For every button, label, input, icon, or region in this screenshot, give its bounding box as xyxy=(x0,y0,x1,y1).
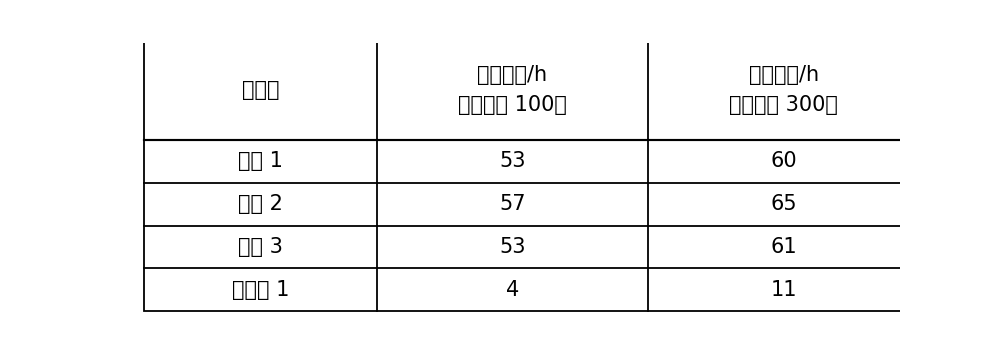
Text: 样品 1: 样品 1 xyxy=(238,151,283,171)
Text: 样品 3: 样品 3 xyxy=(238,237,283,257)
Text: 对比例 1: 对比例 1 xyxy=(232,280,289,300)
Text: 样品 2: 样品 2 xyxy=(238,194,283,214)
Text: 57: 57 xyxy=(499,194,526,214)
Text: （溴指数 300）: （溴指数 300） xyxy=(729,95,838,115)
Text: （溴指数 100）: （溴指数 100） xyxy=(458,95,567,115)
Text: 53: 53 xyxy=(499,237,526,257)
Text: 穿透时间/h: 穿透时间/h xyxy=(749,65,819,85)
Text: 穿透时间/h: 穿透时间/h xyxy=(477,65,548,85)
Text: 4: 4 xyxy=(506,280,519,300)
Text: 样品号: 样品号 xyxy=(242,80,279,100)
Text: 53: 53 xyxy=(499,151,526,171)
Text: 61: 61 xyxy=(770,237,797,257)
Text: 65: 65 xyxy=(770,194,797,214)
Text: 60: 60 xyxy=(770,151,797,171)
Text: 11: 11 xyxy=(771,280,797,300)
